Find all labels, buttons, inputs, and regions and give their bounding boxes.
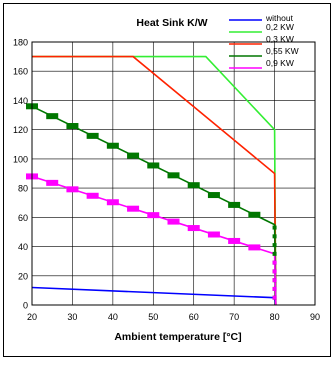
- y-tick-label-120: 120: [13, 125, 28, 135]
- marker-0-9-kw: [207, 231, 220, 238]
- marker-0-55-kw: [127, 152, 140, 159]
- marker-0-55-kw: [167, 172, 180, 179]
- marker-0-9-kw: [228, 237, 241, 244]
- y-tick-label-40: 40: [18, 242, 28, 252]
- chart-outer-border: [3, 3, 331, 357]
- marker-0-9-kw: [66, 186, 79, 193]
- marker-0-9-kw: [86, 192, 99, 199]
- marker-0-9-kw: [127, 205, 140, 212]
- legend-label-0-9-kw: 0,9 KW: [266, 58, 294, 68]
- y-tick-label-140: 140: [13, 96, 28, 106]
- marker-0-9-kw: [46, 179, 59, 186]
- marker-0-9-kw: [272, 278, 277, 283]
- marker-0-55-kw: [187, 182, 200, 189]
- marker-0-55-kw: [46, 113, 59, 120]
- x-tick-label-90: 90: [310, 312, 320, 322]
- legend-label-0-55-kw: 0,55 KW: [266, 46, 299, 56]
- y-tick-label-100: 100: [13, 154, 28, 164]
- marker-0-9-kw: [147, 212, 160, 219]
- marker-0-55-kw: [272, 234, 277, 239]
- x-tick-label-60: 60: [189, 312, 199, 322]
- y-tick-label-160: 160: [13, 67, 28, 77]
- marker-0-55-kw: [147, 162, 160, 169]
- legend-label-0-3-kw: 0,3 KW: [266, 34, 294, 44]
- marker-0-9-kw: [248, 244, 261, 251]
- marker-0-55-kw: [86, 132, 99, 139]
- marker-0-9-kw: [272, 295, 277, 300]
- marker-0-9-kw: [272, 269, 277, 274]
- x-tick-label-20: 20: [27, 312, 37, 322]
- marker-0-55-kw: [272, 251, 277, 256]
- y-tick-label-80: 80: [18, 184, 28, 194]
- x-tick-label-40: 40: [108, 312, 118, 322]
- y-tick-label-60: 60: [18, 213, 28, 223]
- plot-area-frame: [31, 41, 316, 306]
- y-tick-label-20: 20: [18, 271, 28, 281]
- marker-0-55-kw: [228, 201, 241, 208]
- legend-label-without: without: [265, 13, 294, 23]
- marker-0-55-kw: [66, 123, 79, 130]
- x-axis-label: Ambient temperature [°C]: [114, 331, 241, 343]
- marker-0-55-kw: [106, 142, 119, 149]
- marker-0-9-kw: [187, 225, 200, 232]
- marker-0-55-kw: [248, 211, 261, 218]
- x-tick-label-70: 70: [229, 312, 239, 322]
- marker-0-9-kw: [106, 199, 119, 206]
- y-tick-label-0: 0: [23, 301, 28, 311]
- marker-0-9-kw: [272, 260, 277, 265]
- marker-0-55-kw: [272, 225, 277, 230]
- marker-0-55-kw: [207, 192, 220, 199]
- chart-title: Heat Sink K/W: [136, 17, 207, 29]
- y-tick-label-180: 180: [13, 38, 28, 48]
- legend-label-0-2-kw: 0,2 KW: [266, 22, 294, 32]
- marker-0-55-kw: [272, 243, 277, 248]
- x-tick-label-30: 30: [67, 312, 77, 322]
- marker-0-9-kw: [272, 286, 277, 291]
- x-tick-label-50: 50: [148, 312, 158, 322]
- x-tick-label-80: 80: [270, 312, 280, 322]
- marker-0-9-kw: [167, 218, 180, 225]
